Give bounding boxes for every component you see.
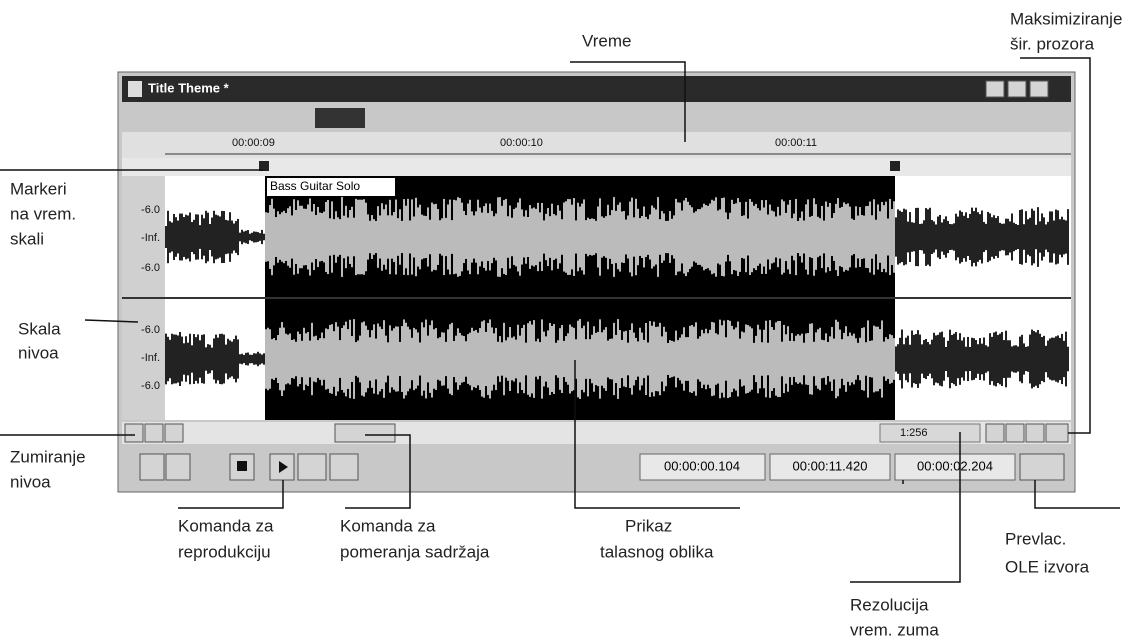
level-zoom-button[interactable] [125, 424, 143, 442]
maximize-width-button[interactable] [1046, 424, 1068, 442]
minimize-button[interactable] [986, 81, 1004, 97]
callout-label: Vreme [582, 31, 631, 50]
callout-label: Prikaz [625, 516, 672, 535]
selection-length: 00:00:02.204 [917, 458, 993, 473]
overview-bar [122, 104, 1071, 130]
callout-label: talasnog oblika [600, 542, 714, 561]
ole-drag-button[interactable] [1020, 454, 1064, 480]
level-label: -6.0 [141, 204, 160, 216]
ruler-label: 00:00:11 [775, 137, 817, 149]
callout-label: na vrem. [10, 204, 76, 223]
callout-label: Rezolucija [850, 595, 929, 614]
callout-label: šir. prozora [1010, 34, 1095, 53]
level-zoom-button[interactable] [145, 424, 163, 442]
level-zoom-button[interactable] [165, 424, 183, 442]
app-icon [128, 81, 142, 97]
zoom-box[interactable] [880, 424, 980, 442]
annotated-screenshot: Title Theme * 00:00:09 00:00:10 00:00:11… [0, 0, 1127, 642]
callout-label: Skala [18, 319, 61, 338]
callout-label: Komanda za [340, 516, 436, 535]
ruler-label: 00:00:09 [232, 137, 275, 149]
callout-label: nivoa [10, 472, 51, 491]
zoom-button[interactable] [1026, 424, 1044, 442]
callout-label: nivoa [18, 343, 59, 362]
callout-label: vrem. zuma [850, 620, 939, 639]
play-loop-button[interactable] [298, 454, 326, 480]
level-label: -Inf. [141, 352, 160, 364]
maximize-button[interactable] [1008, 81, 1026, 97]
close-button[interactable] [1030, 81, 1048, 97]
callout-label: Zumiranje [10, 447, 86, 466]
callout-label: reprodukciju [178, 542, 271, 561]
level-label: -6.0 [141, 324, 160, 336]
callout-label: Komanda za [178, 516, 274, 535]
level-label: -Inf. [141, 232, 160, 244]
scroll-thumb[interactable] [335, 424, 395, 442]
zoom-button[interactable] [1006, 424, 1024, 442]
callout-label: Maksimiziranje [1010, 9, 1122, 28]
callout-label: skali [10, 229, 44, 248]
rewind-button[interactable] [140, 454, 164, 480]
callout-label: Markeri [10, 179, 67, 198]
region-label: Bass Guitar Solo [270, 179, 360, 193]
level-label: -6.0 [141, 380, 160, 392]
forward-button[interactable] [166, 454, 190, 480]
stop-icon [237, 461, 247, 471]
selection-start: 00:00:00.104 [664, 458, 740, 473]
callout-label: OLE izvora [1005, 557, 1090, 576]
marker[interactable] [890, 161, 900, 171]
level-label: -6.0 [141, 262, 160, 274]
zoom-button[interactable] [986, 424, 1004, 442]
overview-thumb[interactable] [315, 108, 365, 128]
ruler-label: 00:00:10 [500, 137, 543, 149]
selection-end: 00:00:11.420 [793, 458, 868, 473]
title-bar [122, 76, 1071, 102]
callout-label: Prevlac. [1005, 529, 1066, 548]
transport [140, 454, 358, 480]
play-all-button[interactable] [330, 454, 358, 480]
window-title: Title Theme * [148, 80, 230, 95]
callout-label: pomeranja sadržaja [340, 542, 490, 561]
zoom-level: 1:256 [900, 427, 928, 439]
